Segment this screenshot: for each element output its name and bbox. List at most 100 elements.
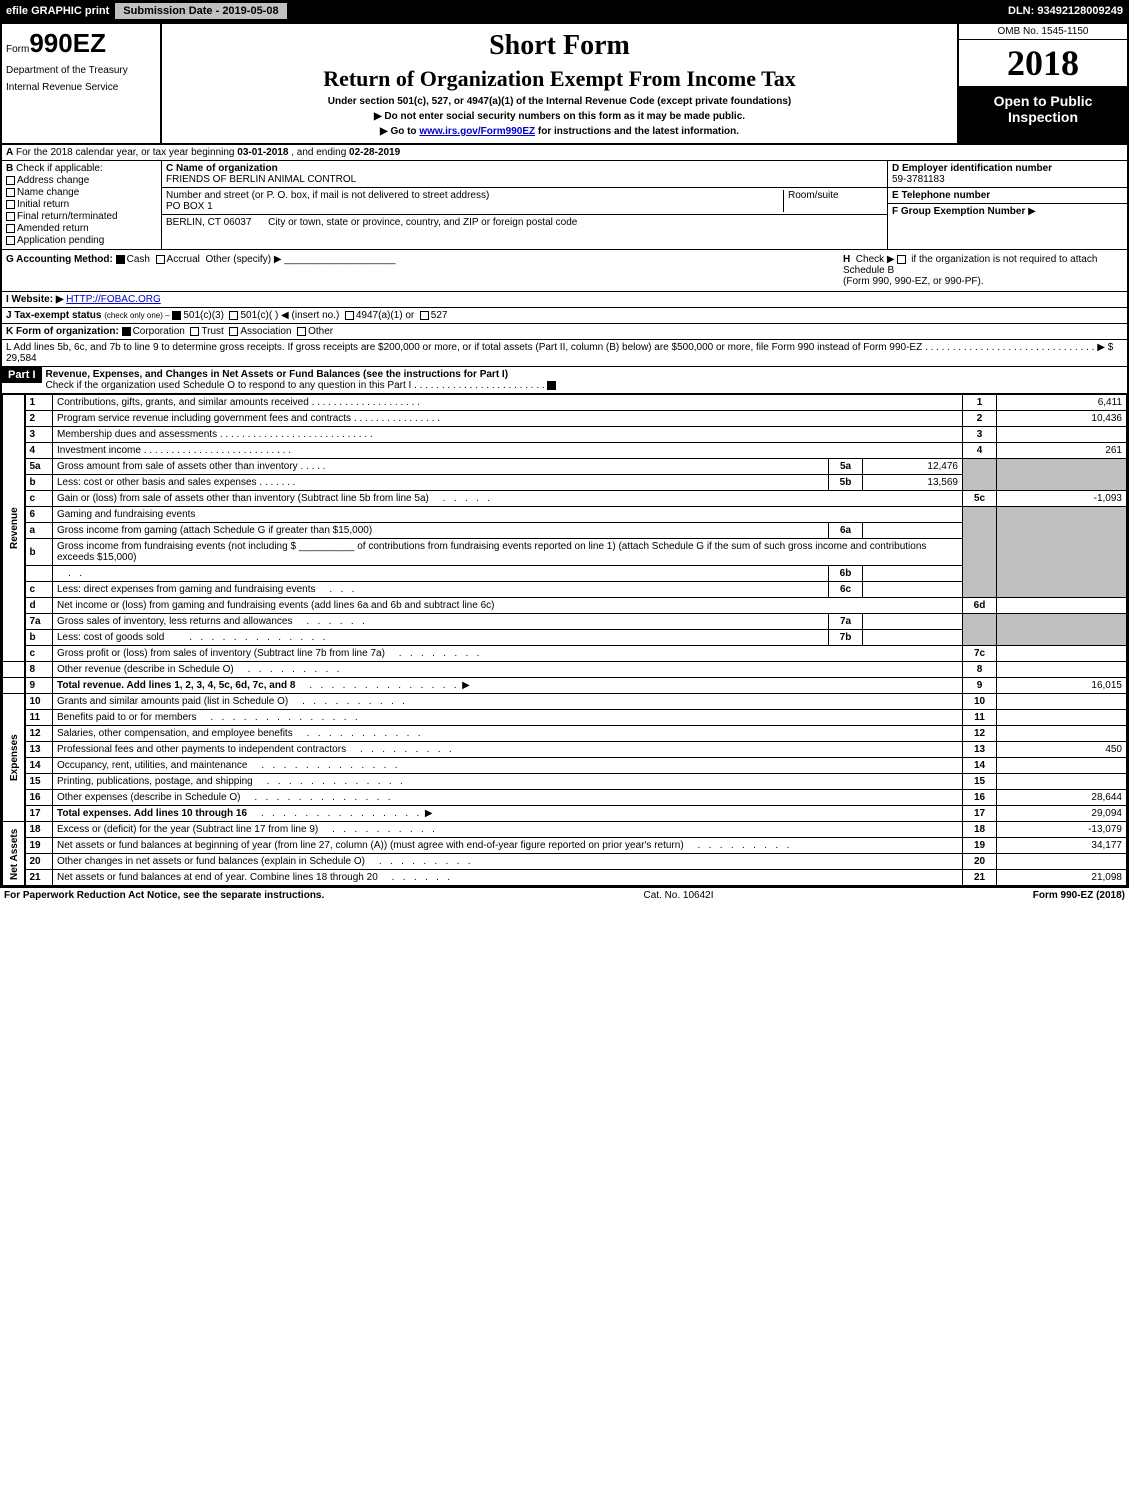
sidelabel-netassets: Net Assets [3, 822, 25, 886]
line-5b: b Less: cost or other basis and sales ex… [3, 475, 1127, 491]
line-6b-text: b Gross income from fundraising events (… [3, 539, 1127, 566]
chk-501c[interactable] [229, 311, 238, 320]
chk-application-pending[interactable]: Application pending [6, 235, 157, 246]
efile-label: efile GRAPHIC print [0, 3, 115, 19]
dept-treasury: Department of the Treasury [6, 65, 156, 76]
sidelabel-expenses: Expenses [3, 694, 25, 822]
chk-corp[interactable] [122, 327, 131, 336]
chk-final-return[interactable]: Final return/terminated [6, 211, 157, 222]
top-bar: efile GRAPHIC print Submission Date - 20… [0, 0, 1129, 22]
section-gh: G Accounting Method: Cash Accrual Other … [2, 250, 1127, 292]
chk-4947[interactable] [345, 311, 354, 320]
omb-number: OMB No. 1545-1150 [959, 24, 1127, 40]
form-header: Form990EZ Department of the Treasury Int… [2, 24, 1127, 145]
line-2: 2 Program service revenue including gove… [3, 411, 1127, 427]
h-label: H [843, 254, 850, 265]
line-9: 9 Total revenue. Add lines 1, 2, 3, 4, 5… [3, 678, 1127, 694]
e-label: E Telephone number [892, 190, 990, 201]
a-mid: , and ending [291, 147, 349, 158]
do-not-enter: ▶ Do not enter social security numbers o… [168, 111, 951, 122]
form-container: Form990EZ Department of the Treasury Int… [0, 22, 1129, 888]
header-left: Form990EZ Department of the Treasury Int… [2, 24, 162, 143]
chk-initial-return[interactable]: Initial return [6, 199, 157, 210]
line-12: 12 Salaries, other compensation, and emp… [3, 726, 1127, 742]
line-15: 15 Printing, publications, postage, and … [3, 774, 1127, 790]
a-begin-date: 03-01-2018 [237, 147, 288, 158]
line-14: 14 Occupancy, rent, utilities, and maint… [3, 758, 1127, 774]
footer-left: For Paperwork Reduction Act Notice, see … [4, 890, 324, 901]
a-end-date: 02-28-2019 [349, 147, 400, 158]
lines-table: Revenue 1 Contributions, gifts, grants, … [2, 394, 1127, 886]
chk-cash[interactable] [116, 255, 125, 264]
section-def: D Employer identification number 59-3781… [887, 161, 1127, 249]
chk-other[interactable] [297, 327, 306, 336]
short-form-title: Short Form [168, 30, 951, 62]
line-6: 6 Gaming and fundraising events [3, 507, 1127, 523]
a-text-pre: For the 2018 calendar year, or tax year … [16, 147, 237, 158]
line-3: 3 Membership dues and assessments . . . … [3, 427, 1127, 443]
org-name: FRIENDS OF BERLIN ANIMAL CONTROL [166, 174, 883, 185]
chk-assoc[interactable] [229, 327, 238, 336]
chk-address-change[interactable]: Address change [6, 175, 157, 186]
line-11: 11 Benefits paid to or for members . . .… [3, 710, 1127, 726]
footer: For Paperwork Reduction Act Notice, see … [0, 888, 1129, 903]
k-label: K Form of organization: [6, 326, 119, 337]
arrow-icon: ▶ [425, 808, 433, 819]
footer-cat: Cat. No. 10642I [324, 890, 1032, 901]
sidelabel-revenue: Revenue [3, 395, 25, 662]
d-label: D Employer identification number [892, 163, 1052, 174]
line-21: 21 Net assets or fund balances at end of… [3, 870, 1127, 886]
line-20: 20 Other changes in net assets or fund b… [3, 854, 1127, 870]
g-label: G Accounting Method: [6, 254, 113, 265]
footer-right: Form 990-EZ (2018) [1033, 890, 1125, 901]
goto-line: ▶ Go to www.irs.gov/Form990EZ for instru… [168, 126, 951, 137]
goto-post: for instructions and the latest informat… [535, 126, 739, 137]
f-label: F Group Exemption Number [892, 206, 1025, 217]
line-5c: c Gain or (loss) from sale of assets oth… [3, 491, 1127, 507]
chk-trust[interactable] [190, 327, 199, 336]
chk-accrual[interactable] [156, 255, 165, 264]
c-label: C Name of organization [166, 163, 278, 174]
line-6b: . . 6b [3, 566, 1127, 582]
part1-header: Part I Revenue, Expenses, and Changes in… [2, 367, 1127, 394]
h-check: Check ▶ [856, 254, 895, 265]
line-6d: d Net income or (loss) from gaming and f… [3, 598, 1127, 614]
part1-title: Revenue, Expenses, and Changes in Net As… [46, 369, 509, 380]
chk-amended-return[interactable]: Amended return [6, 223, 157, 234]
line-6c: c Less: direct expenses from gaming and … [3, 582, 1127, 598]
under-section: Under section 501(c), 527, or 4947(a)(1)… [168, 96, 951, 107]
street-label: Number and street (or P. O. box, if mail… [166, 190, 783, 201]
h-text2: (Form 990, 990-EZ, or 990-PF). [843, 276, 984, 287]
submission-date: Submission Date - 2019-05-08 [115, 3, 288, 19]
goto-link[interactable]: www.irs.gov/Form990EZ [419, 126, 535, 137]
section-b: B Check if applicable: Address change Na… [2, 161, 162, 249]
line-7a: 7a Gross sales of inventory, less return… [3, 614, 1127, 630]
chk-name-change[interactable]: Name change [6, 187, 157, 198]
open-to-public: Open to Public Inspection [959, 87, 1127, 143]
website-link[interactable]: HTTP://FOBAC.ORG [66, 294, 160, 305]
irs-label: Internal Revenue Service [6, 82, 156, 93]
l-text: L Add lines 5b, 6c, and 7b to line 9 to … [6, 342, 922, 353]
section-k: K Form of organization: Corporation Trus… [2, 324, 1127, 340]
chk-part1-schedule-o[interactable] [547, 381, 556, 390]
chk-527[interactable] [420, 311, 429, 320]
form-number: 990EZ [29, 28, 106, 58]
f-arrow: ▶ [1028, 206, 1036, 217]
chk-h[interactable] [897, 255, 906, 264]
line-10: Expenses 10 Grants and similar amounts p… [3, 694, 1127, 710]
line-17: 17 Total expenses. Add lines 10 through … [3, 806, 1127, 822]
i-label: I Website: ▶ [6, 294, 64, 305]
ein-value: 59-3781183 [892, 174, 945, 185]
line-4: 4 Investment income . . . . . . . . . . … [3, 443, 1127, 459]
line-6a: a Gross income from gaming (attach Sched… [3, 523, 1127, 539]
form-prefix: Form [6, 44, 29, 55]
room-label: Room/suite [788, 190, 883, 201]
part1-check-text: Check if the organization used Schedule … [46, 380, 412, 391]
section-l: L Add lines 5b, 6c, and 7b to line 9 to … [2, 340, 1127, 367]
chk-501c3[interactable] [172, 311, 181, 320]
arrow-icon: ▶ [462, 680, 470, 691]
line-8: 8 Other revenue (describe in Schedule O)… [3, 662, 1127, 678]
line-18: Net Assets 18 Excess or (deficit) for th… [3, 822, 1127, 838]
part1-label: Part I [2, 367, 42, 383]
city-value: BERLIN, CT 06037 [166, 217, 251, 228]
